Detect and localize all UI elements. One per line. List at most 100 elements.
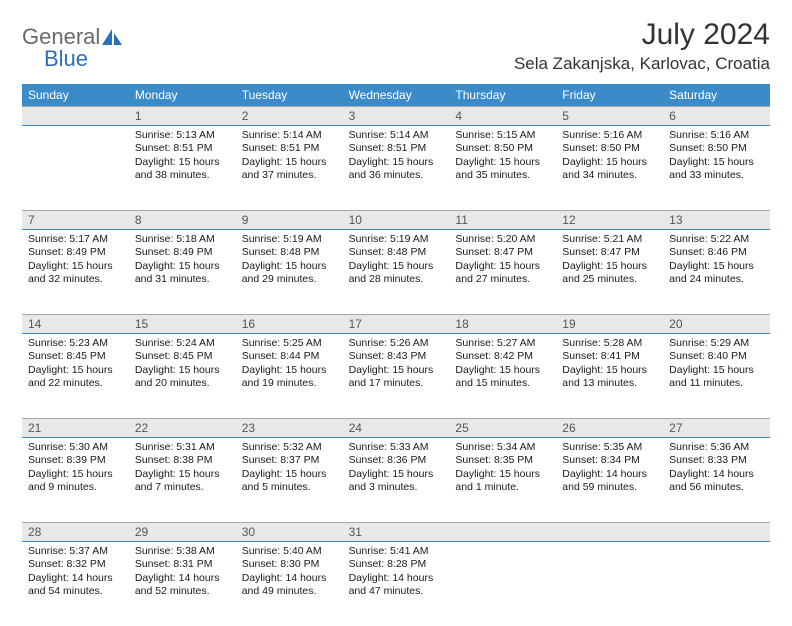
day-details: Sunrise: 5:18 AMSunset: 8:49 PMDaylight:… <box>135 233 230 287</box>
day-number: 17 <box>343 315 450 333</box>
day-number: 16 <box>236 315 343 333</box>
sunset-text: Sunset: 8:49 PM <box>135 246 230 259</box>
sunrise-text: Sunrise: 5:27 AM <box>455 337 550 350</box>
sunrise-text: Sunrise: 5:26 AM <box>349 337 444 350</box>
sunrise-text: Sunrise: 5:17 AM <box>28 233 123 246</box>
day-details: Sunrise: 5:32 AMSunset: 8:37 PMDaylight:… <box>242 441 337 495</box>
day-number: 24 <box>343 419 450 437</box>
daylight-text: Daylight: 15 hours and 11 minutes. <box>669 364 764 391</box>
day-header: Wednesday <box>343 84 450 106</box>
day-header: Monday <box>129 84 236 106</box>
header: General Blue July 2024 Sela Zakanjska, K… <box>22 18 770 74</box>
sunset-text: Sunset: 8:37 PM <box>242 454 337 467</box>
day-number: 25 <box>449 419 556 437</box>
day-number: 28 <box>22 523 129 541</box>
day-number <box>22 107 129 125</box>
week-row: Sunrise: 5:17 AMSunset: 8:49 PMDaylight:… <box>22 230 770 314</box>
day-cell: Sunrise: 5:23 AMSunset: 8:45 PMDaylight:… <box>22 334 129 418</box>
daylight-text: Daylight: 15 hours and 20 minutes. <box>135 364 230 391</box>
sunrise-text: Sunrise: 5:16 AM <box>562 129 657 142</box>
sunset-text: Sunset: 8:34 PM <box>562 454 657 467</box>
daylight-text: Daylight: 15 hours and 25 minutes. <box>562 260 657 287</box>
day-cell: Sunrise: 5:14 AMSunset: 8:51 PMDaylight:… <box>343 126 450 210</box>
day-details: Sunrise: 5:36 AMSunset: 8:33 PMDaylight:… <box>669 441 764 495</box>
brand-logo: General Blue <box>22 18 124 50</box>
sunset-text: Sunset: 8:45 PM <box>135 350 230 363</box>
sunset-text: Sunset: 8:48 PM <box>242 246 337 259</box>
day-cell: Sunrise: 5:15 AMSunset: 8:50 PMDaylight:… <box>449 126 556 210</box>
sunset-text: Sunset: 8:48 PM <box>349 246 444 259</box>
day-cell: Sunrise: 5:19 AMSunset: 8:48 PMDaylight:… <box>343 230 450 314</box>
sunrise-text: Sunrise: 5:34 AM <box>455 441 550 454</box>
day-cell: Sunrise: 5:37 AMSunset: 8:32 PMDaylight:… <box>22 542 129 626</box>
daylight-text: Daylight: 15 hours and 27 minutes. <box>455 260 550 287</box>
day-details: Sunrise: 5:34 AMSunset: 8:35 PMDaylight:… <box>455 441 550 495</box>
day-cell <box>556 542 663 626</box>
daylight-text: Daylight: 14 hours and 47 minutes. <box>349 572 444 599</box>
day-details: Sunrise: 5:19 AMSunset: 8:48 PMDaylight:… <box>349 233 444 287</box>
daylight-text: Daylight: 14 hours and 59 minutes. <box>562 468 657 495</box>
day-details: Sunrise: 5:24 AMSunset: 8:45 PMDaylight:… <box>135 337 230 391</box>
sunset-text: Sunset: 8:44 PM <box>242 350 337 363</box>
sunrise-text: Sunrise: 5:40 AM <box>242 545 337 558</box>
daylight-text: Daylight: 15 hours and 36 minutes. <box>349 156 444 183</box>
day-number: 12 <box>556 211 663 229</box>
day-cell: Sunrise: 5:32 AMSunset: 8:37 PMDaylight:… <box>236 438 343 522</box>
day-details: Sunrise: 5:40 AMSunset: 8:30 PMDaylight:… <box>242 545 337 599</box>
daylight-text: Daylight: 14 hours and 56 minutes. <box>669 468 764 495</box>
sunrise-text: Sunrise: 5:38 AM <box>135 545 230 558</box>
day-details: Sunrise: 5:35 AMSunset: 8:34 PMDaylight:… <box>562 441 657 495</box>
day-number: 26 <box>556 419 663 437</box>
daynum-row: 28293031 <box>22 522 770 542</box>
day-cell: Sunrise: 5:30 AMSunset: 8:39 PMDaylight:… <box>22 438 129 522</box>
daylight-text: Daylight: 15 hours and 35 minutes. <box>455 156 550 183</box>
daylight-text: Daylight: 15 hours and 22 minutes. <box>28 364 123 391</box>
sunrise-text: Sunrise: 5:16 AM <box>669 129 764 142</box>
day-cell: Sunrise: 5:41 AMSunset: 8:28 PMDaylight:… <box>343 542 450 626</box>
sunset-text: Sunset: 8:49 PM <box>28 246 123 259</box>
daylight-text: Daylight: 15 hours and 24 minutes. <box>669 260 764 287</box>
daylight-text: Daylight: 15 hours and 28 minutes. <box>349 260 444 287</box>
sunrise-text: Sunrise: 5:25 AM <box>242 337 337 350</box>
day-details: Sunrise: 5:16 AMSunset: 8:50 PMDaylight:… <box>669 129 764 183</box>
day-cell <box>663 542 770 626</box>
day-number: 7 <box>22 211 129 229</box>
day-cell <box>22 126 129 210</box>
week-row: Sunrise: 5:23 AMSunset: 8:45 PMDaylight:… <box>22 334 770 418</box>
brand-word2: Blue <box>44 46 88 72</box>
sunset-text: Sunset: 8:40 PM <box>669 350 764 363</box>
day-cell: Sunrise: 5:36 AMSunset: 8:33 PMDaylight:… <box>663 438 770 522</box>
day-details: Sunrise: 5:38 AMSunset: 8:31 PMDaylight:… <box>135 545 230 599</box>
sunrise-text: Sunrise: 5:14 AM <box>242 129 337 142</box>
sunset-text: Sunset: 8:32 PM <box>28 558 123 571</box>
title-block: July 2024 Sela Zakanjska, Karlovac, Croa… <box>514 18 770 74</box>
sunrise-text: Sunrise: 5:41 AM <box>349 545 444 558</box>
day-details: Sunrise: 5:20 AMSunset: 8:47 PMDaylight:… <box>455 233 550 287</box>
day-details: Sunrise: 5:13 AMSunset: 8:51 PMDaylight:… <box>135 129 230 183</box>
sunset-text: Sunset: 8:51 PM <box>242 142 337 155</box>
day-number: 18 <box>449 315 556 333</box>
day-cell: Sunrise: 5:16 AMSunset: 8:50 PMDaylight:… <box>663 126 770 210</box>
sunset-text: Sunset: 8:51 PM <box>135 142 230 155</box>
day-header: Friday <box>556 84 663 106</box>
sunset-text: Sunset: 8:47 PM <box>562 246 657 259</box>
daylight-text: Daylight: 15 hours and 13 minutes. <box>562 364 657 391</box>
day-details: Sunrise: 5:28 AMSunset: 8:41 PMDaylight:… <box>562 337 657 391</box>
sunset-text: Sunset: 8:39 PM <box>28 454 123 467</box>
day-details: Sunrise: 5:21 AMSunset: 8:47 PMDaylight:… <box>562 233 657 287</box>
day-header: Tuesday <box>236 84 343 106</box>
day-number: 21 <box>22 419 129 437</box>
sunrise-text: Sunrise: 5:22 AM <box>669 233 764 246</box>
sunrise-text: Sunrise: 5:31 AM <box>135 441 230 454</box>
day-header: Thursday <box>449 84 556 106</box>
daylight-text: Daylight: 14 hours and 52 minutes. <box>135 572 230 599</box>
daylight-text: Daylight: 15 hours and 17 minutes. <box>349 364 444 391</box>
daylight-text: Daylight: 15 hours and 15 minutes. <box>455 364 550 391</box>
daylight-text: Daylight: 14 hours and 49 minutes. <box>242 572 337 599</box>
day-cell: Sunrise: 5:28 AMSunset: 8:41 PMDaylight:… <box>556 334 663 418</box>
daylight-text: Daylight: 15 hours and 34 minutes. <box>562 156 657 183</box>
sunset-text: Sunset: 8:45 PM <box>28 350 123 363</box>
calendar: Sunday Monday Tuesday Wednesday Thursday… <box>22 84 770 626</box>
sail-icon <box>102 29 124 45</box>
day-number <box>663 523 770 541</box>
